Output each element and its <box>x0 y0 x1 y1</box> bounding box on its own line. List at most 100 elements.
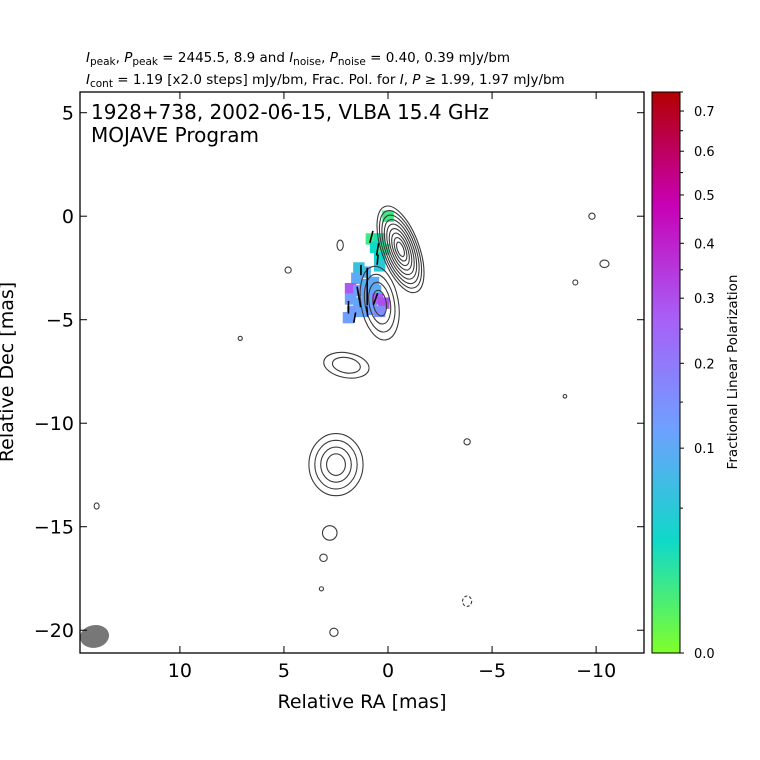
pol-pixel <box>373 260 386 272</box>
contour-noise-7 <box>572 279 579 286</box>
colorbar-tick-label: 0.5 <box>694 189 715 204</box>
y-tick-label: 5 <box>62 103 74 125</box>
contour-level <box>318 586 325 592</box>
header-segment: = 0.40, 0.39 mJy/bm <box>366 50 510 66</box>
contour-level <box>237 335 243 341</box>
header-segment: , <box>116 50 125 66</box>
pol-pixel <box>367 276 380 289</box>
plot-frame <box>79 91 645 654</box>
contour-level <box>368 281 392 325</box>
contour-knot-12 <box>308 433 364 497</box>
contour-level <box>396 241 405 258</box>
header-segment: P <box>330 50 339 66</box>
pol-pixel <box>373 251 386 264</box>
x-axis-label: Relative RA [mas] <box>277 691 446 713</box>
contour-level <box>572 279 579 286</box>
header-segment: , <box>321 50 330 66</box>
header-segment: cont <box>90 78 113 90</box>
contour-level <box>388 228 413 271</box>
contour-level <box>461 595 473 607</box>
x-tick-label: 10 <box>168 660 192 682</box>
pol-pixel <box>346 305 359 318</box>
contour-level <box>314 439 358 490</box>
x-tick-label: 0 <box>382 660 394 682</box>
contour-core-jet <box>376 205 425 294</box>
pol-pixel <box>351 272 363 285</box>
y-tick-label: −15 <box>34 517 74 539</box>
contour-level <box>284 266 292 274</box>
contour-noise-9 <box>463 438 471 446</box>
contour-level <box>363 273 396 333</box>
header-segment: P <box>412 72 421 88</box>
colorbar-label: Fractional Linear Polarization <box>725 275 741 470</box>
contour-level <box>463 438 471 446</box>
colorbar-tick-label: 0.2 <box>694 357 715 372</box>
pol-pixel <box>365 303 378 316</box>
pol-pixel <box>378 243 390 256</box>
x-tick-label: −10 <box>576 660 616 682</box>
evpa-vector <box>376 254 379 265</box>
header-segment: P <box>124 50 133 66</box>
colorbar-tick-label: 0.3 <box>694 292 715 307</box>
contour-noise-10 <box>461 595 473 607</box>
contour-level <box>323 351 370 379</box>
pol-pixel <box>353 262 365 274</box>
header-segment: I <box>86 50 90 66</box>
beam-ellipse <box>80 624 110 648</box>
header-segment: = 1.19 [x2.0 steps] mJy/bm, Frac. Pol. f… <box>113 72 400 88</box>
contour-noise-2 <box>284 266 292 274</box>
header-segment: I <box>289 50 293 66</box>
header-line-contours: Icont = 1.19 [x2.0 steps] mJy/bm, Frac. … <box>86 72 565 90</box>
evpa-vector <box>375 243 380 256</box>
colorbar-tick-label: 0.4 <box>694 237 715 252</box>
header-segment: peak <box>90 56 117 68</box>
evpa-vector <box>368 230 374 244</box>
pol-pixel <box>353 297 365 309</box>
pol-pixel <box>382 210 394 222</box>
chart-title: 1928+738, 2002-06-15, VLBA 15.4 GHz <box>91 100 489 124</box>
contour-noise-1 <box>336 239 344 251</box>
intensity-contours <box>93 205 610 637</box>
contour-level <box>393 237 408 262</box>
contour-level <box>326 453 346 476</box>
contour-blob-16 <box>319 553 328 563</box>
contour-level <box>321 525 338 541</box>
pol-pixel <box>373 233 386 245</box>
pol-pixel <box>378 297 390 309</box>
evpa-vectors <box>347 230 380 323</box>
header-segment: noise <box>293 56 321 68</box>
y-tick-label: 0 <box>62 206 74 228</box>
contour-blob-15 <box>321 525 338 541</box>
contour-noise-5 <box>588 212 596 220</box>
contour-level <box>329 627 339 637</box>
header-segment: peak <box>132 56 159 68</box>
contour-level <box>319 553 328 563</box>
chart-subtitle: MOJAVE Program <box>91 123 259 147</box>
colorbar <box>651 91 681 654</box>
header-segment: noise <box>338 56 366 68</box>
header-segment: I <box>86 72 90 88</box>
header-line-noise: Ipeak, Ppeak = 2445.5, 8.9 and Inoise, P… <box>86 50 510 68</box>
x-tick-label: −5 <box>478 660 506 682</box>
contour-level <box>599 259 610 269</box>
pol-pixel <box>344 282 357 295</box>
contour-level <box>320 446 352 483</box>
colorbar-tick-label: 0.6 <box>694 145 715 160</box>
pol-pixel <box>357 305 369 318</box>
header-segment: I <box>400 72 404 88</box>
contour-blob-18 <box>318 586 325 592</box>
colorbar-tick-label: 0.7 <box>694 105 715 120</box>
contour-level <box>381 214 420 285</box>
header-segment: ≥ 1.99, 1.97 mJy/bm <box>420 72 564 88</box>
evpa-vector <box>372 292 379 306</box>
contour-level <box>588 212 596 220</box>
y-tick-label: −5 <box>46 310 74 332</box>
contour-level <box>386 223 415 276</box>
contour-level <box>331 356 361 374</box>
contour-level <box>378 210 423 289</box>
contour-level <box>308 433 364 497</box>
pol-pixel <box>369 241 382 253</box>
evpa-vector <box>365 306 369 317</box>
y-axis-label: Relative Dec [mas] <box>0 282 18 462</box>
